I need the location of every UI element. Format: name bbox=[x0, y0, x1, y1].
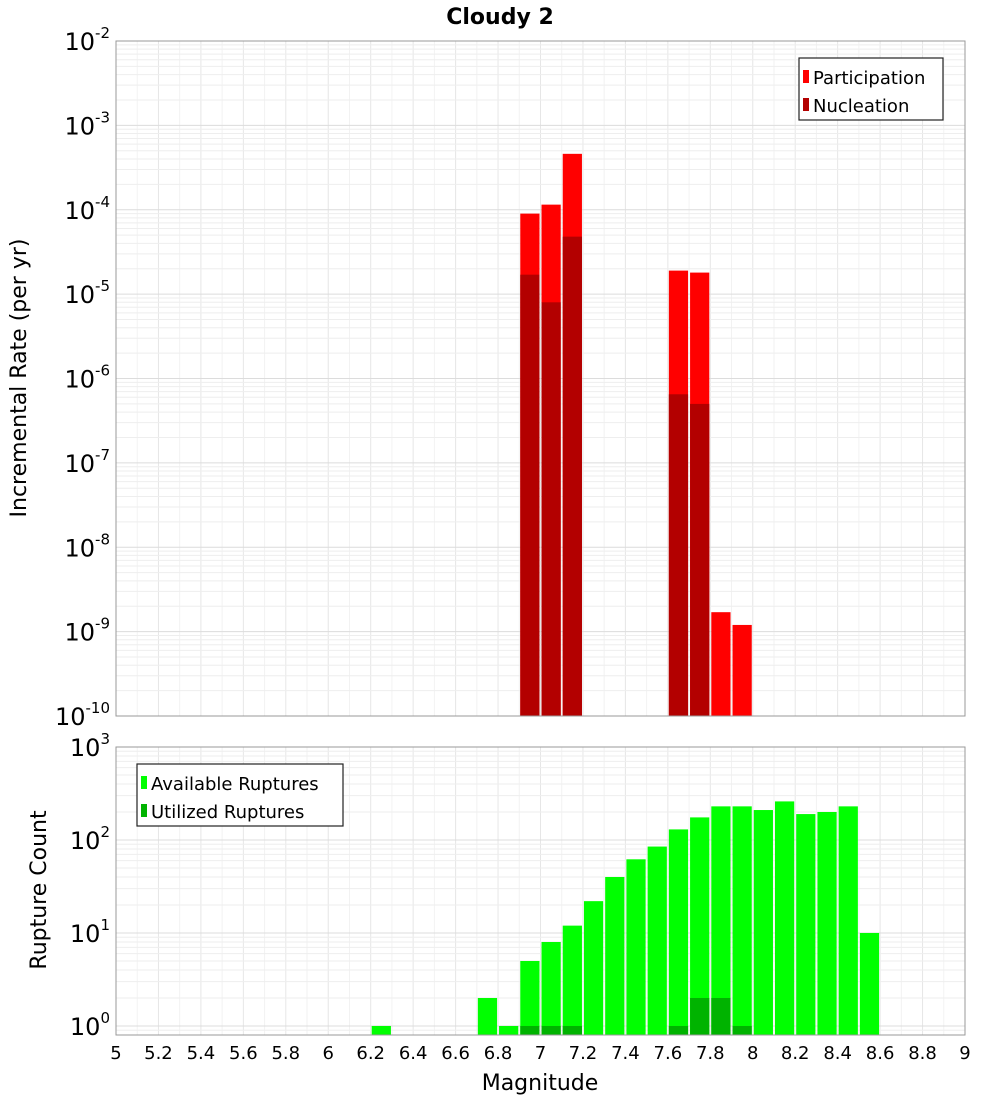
x-tick-label: 8.8 bbox=[908, 1043, 937, 1064]
bar bbox=[626, 859, 646, 1035]
bar bbox=[668, 829, 689, 1035]
bar bbox=[605, 877, 625, 1035]
x-tick-label: 8.2 bbox=[781, 1043, 810, 1064]
bar bbox=[796, 814, 816, 1035]
y-tick-label: 10-3 bbox=[64, 108, 110, 140]
bar bbox=[668, 1025, 689, 1035]
bar bbox=[711, 612, 731, 716]
x-tick-label: 7.6 bbox=[654, 1043, 683, 1064]
x-tick-label: 6 bbox=[323, 1043, 334, 1064]
top-y-axis-label: Incremental Rate (per yr) bbox=[7, 239, 32, 518]
chart-title: Cloudy 2 bbox=[446, 5, 554, 30]
y-tick-label: 10-9 bbox=[64, 615, 110, 647]
bar bbox=[668, 394, 689, 716]
bar bbox=[753, 810, 773, 1035]
bar bbox=[520, 1025, 540, 1035]
x-tick-label: 7 bbox=[535, 1043, 546, 1064]
bar bbox=[647, 846, 667, 1035]
x-tick-label: 6.4 bbox=[399, 1043, 428, 1064]
bar bbox=[817, 812, 837, 1035]
legend: Available Ruptures Utilized Ruptures bbox=[136, 763, 344, 827]
bar bbox=[562, 925, 582, 1035]
x-tick-label: 7.2 bbox=[569, 1043, 598, 1064]
bar bbox=[583, 901, 604, 1035]
legend-swatch bbox=[803, 70, 809, 83]
bar bbox=[541, 302, 561, 716]
bottom-y-axis-label: Rupture Count bbox=[27, 810, 52, 970]
legend-label: Nucleation bbox=[813, 96, 909, 117]
legend-label: Utilized Ruptures bbox=[151, 802, 304, 823]
y-tick-label: 10-7 bbox=[64, 446, 110, 478]
bar bbox=[690, 817, 710, 1035]
x-tick-label: 5.2 bbox=[144, 1043, 173, 1064]
bar bbox=[562, 1025, 582, 1035]
bar bbox=[477, 997, 498, 1035]
y-tick-label: 102 bbox=[70, 823, 110, 855]
y-tick-label: 10-4 bbox=[64, 193, 110, 225]
bar bbox=[859, 932, 880, 1035]
y-tick-label: 10-8 bbox=[64, 530, 110, 562]
bar bbox=[541, 1025, 561, 1035]
y-tick-label: 10-5 bbox=[64, 277, 110, 309]
plot-frame bbox=[115, 40, 966, 717]
x-tick-label: 9 bbox=[959, 1043, 970, 1064]
x-tick-label: 8 bbox=[747, 1043, 758, 1064]
x-tick-label: 5.8 bbox=[271, 1043, 300, 1064]
bar bbox=[774, 801, 795, 1035]
bar bbox=[690, 403, 710, 716]
bar bbox=[732, 624, 752, 716]
rate-panel: 10-10 10-9 10-8 10-7 10-6 10-5 10-4 10-3 10-2 Par… bbox=[55, 24, 966, 731]
legend-swatch bbox=[803, 98, 809, 111]
x-axis-label: Magnitude bbox=[482, 1071, 599, 1096]
y-tick-label: 10-2 bbox=[64, 24, 110, 56]
bar bbox=[371, 1025, 391, 1035]
x-tick-label: 8.6 bbox=[866, 1043, 895, 1064]
y-tick-label: 100 bbox=[70, 1009, 110, 1041]
legend: Participation Nucleation bbox=[798, 57, 944, 121]
legend-box bbox=[798, 57, 944, 121]
y-tick-label: 10-10 bbox=[55, 699, 110, 731]
bar bbox=[541, 942, 561, 1035]
y-tick-label: 10-6 bbox=[64, 362, 110, 394]
bar bbox=[838, 806, 858, 1035]
bar bbox=[711, 806, 731, 1035]
x-tick-label: 5.6 bbox=[229, 1043, 258, 1064]
y-tick-label: 103 bbox=[70, 730, 110, 762]
x-tick-label: 5.4 bbox=[187, 1043, 216, 1064]
bar bbox=[690, 997, 710, 1035]
bar bbox=[499, 1025, 519, 1035]
bar bbox=[711, 997, 731, 1035]
x-tick-label: 6.6 bbox=[441, 1043, 470, 1064]
bar bbox=[562, 236, 582, 716]
count-panel: 100 101 102 103 5 5.2 5.4 5.6 5.8 6 6.2 6.4 6.6 6.8 7 7… bbox=[70, 730, 971, 1064]
bar bbox=[520, 960, 540, 1035]
x-tick-label: 8.4 bbox=[823, 1043, 852, 1064]
bar bbox=[732, 1025, 752, 1035]
plot-frame bbox=[115, 746, 966, 1036]
bar bbox=[520, 274, 540, 716]
legend-box bbox=[136, 763, 344, 827]
x-tick-label: 5 bbox=[110, 1043, 121, 1064]
bar bbox=[732, 806, 752, 1035]
legend-swatch bbox=[141, 776, 147, 789]
legend-label: Available Ruptures bbox=[151, 774, 319, 795]
x-tick-label: 6.8 bbox=[484, 1043, 513, 1064]
x-tick-label: 7.8 bbox=[696, 1043, 725, 1064]
x-tick-label: 7.4 bbox=[611, 1043, 640, 1064]
y-tick-label: 101 bbox=[70, 916, 110, 948]
legend-label: Participation bbox=[813, 68, 925, 89]
legend-swatch bbox=[141, 804, 147, 817]
x-tick-label: 6.2 bbox=[356, 1043, 385, 1064]
